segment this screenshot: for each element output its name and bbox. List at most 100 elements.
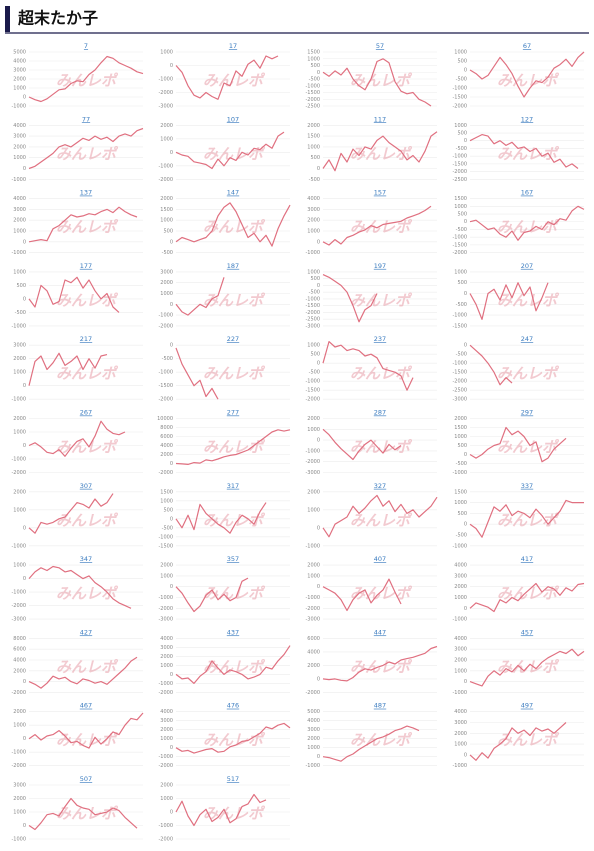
- y-tick-label: -1000: [11, 104, 26, 110]
- y-tick-label: 0: [23, 443, 26, 449]
- chart-title[interactable]: 307: [80, 482, 92, 490]
- watermark: みんレポ: [350, 218, 413, 236]
- data-line: [175, 722, 291, 754]
- y-tick-label: 1000: [307, 56, 320, 62]
- chart-title[interactable]: 437: [227, 628, 239, 636]
- chart-title[interactable]: 107: [227, 115, 239, 123]
- watermark: みんレポ: [203, 438, 266, 456]
- chart-title[interactable]: 407: [374, 555, 386, 563]
- y-tick-label: -1000: [11, 750, 26, 756]
- chart-title[interactable]: 467: [80, 702, 92, 710]
- chart-title[interactable]: 427: [80, 628, 92, 636]
- y-tick-label: 1500: [160, 207, 173, 213]
- chart-title[interactable]: 187: [227, 262, 239, 270]
- chart-title[interactable]: 117: [374, 115, 386, 123]
- watermark: みんレポ: [203, 72, 266, 90]
- y-tick-label: 0: [464, 679, 467, 685]
- y-tick-label: 1000: [454, 204, 467, 210]
- y-tick-label: 500: [310, 276, 320, 282]
- watermark: みんレポ: [497, 218, 560, 236]
- chart-title[interactable]: 287: [374, 409, 386, 417]
- chart-title[interactable]: 217: [80, 335, 92, 343]
- y-tick-label: -1000: [452, 470, 467, 476]
- chart-title[interactable]: 517: [227, 775, 239, 783]
- y-tick-label: 0: [170, 239, 173, 245]
- chart-title[interactable]: 177: [80, 262, 92, 270]
- watermark: みんレポ: [56, 805, 119, 823]
- chart-title[interactable]: 417: [521, 555, 533, 563]
- chart-title[interactable]: 297: [521, 409, 533, 417]
- y-tick-label: -2000: [305, 606, 320, 612]
- data-line: [322, 205, 432, 246]
- y-tick-label: 1500: [307, 134, 320, 140]
- y-tick-label: -2000: [158, 177, 173, 183]
- y-tick-label: 2000: [13, 668, 26, 674]
- y-tick-label: 3000: [160, 645, 173, 651]
- chart-title[interactable]: 237: [374, 335, 386, 343]
- chart-title[interactable]: 487: [374, 702, 386, 710]
- chart-title[interactable]: 227: [227, 335, 239, 343]
- chart-title[interactable]: 357: [227, 555, 239, 563]
- chart-title[interactable]: 57: [376, 42, 384, 50]
- chart-title[interactable]: 127: [521, 115, 533, 123]
- y-tick-label: -500: [162, 525, 173, 531]
- chart-title[interactable]: 67: [523, 42, 531, 50]
- chart-title[interactable]: 167: [521, 189, 533, 197]
- data-line: [28, 352, 108, 386]
- y-tick-label: 10000: [157, 416, 173, 422]
- y-tick-label: 0: [23, 736, 26, 742]
- chart-title[interactable]: 7: [84, 42, 88, 50]
- y-tick-label: 1000: [307, 269, 320, 275]
- chart-title[interactable]: 77: [82, 115, 90, 123]
- chart-title[interactable]: 207: [521, 262, 533, 270]
- mini-chart: 187 3000 2000 1000 0 -1000 -2000 みんレポ: [158, 262, 290, 329]
- chart-title[interactable]: 17: [229, 42, 237, 50]
- data-line: [469, 134, 579, 169]
- y-tick-label: -1000: [452, 361, 467, 367]
- y-tick-label: 1000: [160, 498, 173, 504]
- y-tick-label: 0: [317, 525, 320, 531]
- chart-title[interactable]: 507: [80, 775, 92, 783]
- y-tick-label: 6000: [160, 434, 173, 440]
- chart-title[interactable]: 457: [521, 628, 533, 636]
- y-tick-label: -1000: [452, 543, 467, 549]
- y-tick-label: 4000: [454, 709, 467, 715]
- chart-title[interactable]: 447: [374, 628, 386, 636]
- y-tick-label: -3000: [452, 397, 467, 403]
- chart-title[interactable]: 247: [521, 335, 533, 343]
- y-tick-label: 0: [464, 606, 467, 612]
- y-tick-label: -2000: [158, 837, 173, 843]
- mini-chart: 197 10005000-500-1000-1500-2000-2500-3000…: [305, 262, 437, 329]
- y-tick-label: 0: [317, 438, 320, 444]
- y-tick-label: 500: [457, 443, 467, 449]
- y-tick-label: 2000: [160, 123, 173, 129]
- watermark: みんレポ: [497, 658, 560, 676]
- y-tick-label: 0: [23, 383, 26, 389]
- chart-title[interactable]: 337: [521, 482, 533, 490]
- y-tick-label: 0: [170, 63, 173, 69]
- mini-chart: 107 2000 1000 0 -1000 -2000 みんレポ: [158, 115, 290, 183]
- watermark: みんレポ: [56, 145, 119, 163]
- chart-title[interactable]: 147: [227, 189, 239, 197]
- chart-title[interactable]: 277: [227, 409, 239, 417]
- chart-title[interactable]: 317: [227, 482, 239, 490]
- y-tick-label: 2000: [160, 783, 173, 789]
- chart-title[interactable]: 347: [80, 555, 92, 563]
- chart-title[interactable]: 476: [227, 702, 239, 710]
- y-tick-label: 2000: [307, 218, 320, 224]
- chart-title[interactable]: 327: [374, 482, 386, 490]
- y-tick-label: 0: [464, 343, 467, 349]
- chart-title[interactable]: 137: [80, 189, 92, 197]
- y-tick-label: 1000: [454, 269, 467, 275]
- y-tick-label: 3000: [13, 207, 26, 213]
- y-tick-label: 2000: [160, 727, 173, 733]
- chart-title[interactable]: 157: [374, 189, 386, 197]
- y-tick-label: 1000: [160, 218, 173, 224]
- mini-chart: 427 8000 6000 4000 2000 0 -2000 みんレポ: [11, 628, 143, 696]
- chart-title[interactable]: 197: [374, 262, 386, 270]
- y-tick-label: 2000: [307, 123, 320, 129]
- chart-title[interactable]: 497: [521, 702, 533, 710]
- y-tick-label: 0: [170, 461, 173, 467]
- y-tick-label: -1000: [158, 370, 173, 376]
- chart-title[interactable]: 267: [80, 409, 92, 417]
